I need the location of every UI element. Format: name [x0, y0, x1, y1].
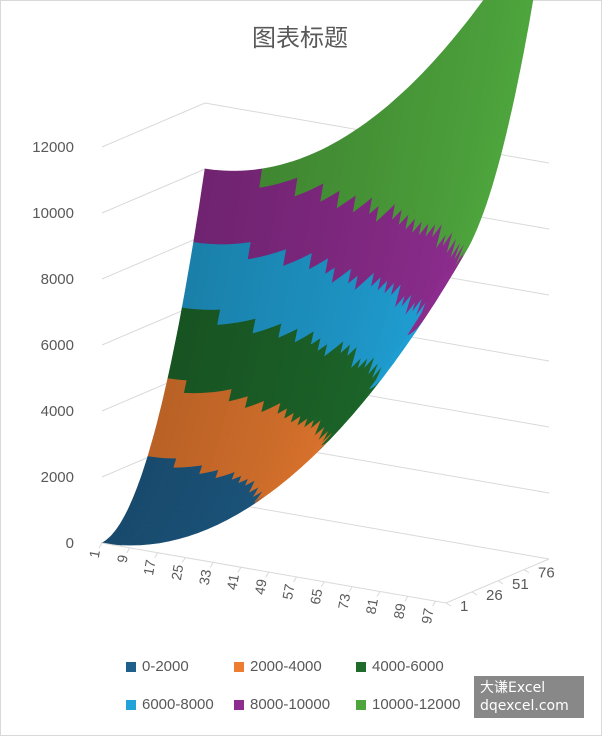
chart-title: 图表标题 — [252, 24, 348, 52]
depth-tick-mark — [497, 580, 504, 585]
legend-swatch — [234, 661, 244, 672]
x-tick-mark — [320, 581, 325, 588]
legend-label: 4000-6000 — [372, 658, 444, 675]
depth-tick-mark — [445, 602, 452, 607]
depth-tick-label: 1 — [460, 598, 468, 615]
x-tick-label: 57 — [279, 582, 297, 600]
x-tick-label: 1 — [86, 549, 103, 560]
x-tick-mark — [181, 557, 186, 563]
x-tick-label: 9 — [114, 553, 131, 564]
x-tick-mark — [293, 576, 298, 583]
watermark-line-1: 大谦Excel — [480, 680, 546, 696]
x-tick-label: 33 — [196, 568, 214, 586]
x-tick-mark — [237, 566, 242, 573]
legend-label: 6000-8000 — [142, 696, 214, 713]
legend-label: 10000-12000 — [372, 696, 461, 713]
legend-item-4000-6000: 4000-6000 — [356, 658, 444, 675]
x-tick-label: 73 — [335, 592, 353, 610]
depth-tick-mark — [471, 591, 478, 596]
x-tick-label: 17 — [140, 558, 158, 576]
legend-item-8000-10000: 8000-10000 — [234, 696, 330, 713]
legend-item-2000-4000: 2000-4000 — [234, 658, 322, 675]
legend-label: 2000-4000 — [250, 658, 322, 675]
legend-swatch — [126, 699, 136, 710]
legend-swatch — [234, 699, 244, 710]
x-tick-mark — [348, 586, 353, 592]
legend-item-0-2000: 0-2000 — [126, 658, 189, 675]
legend-label: 0-2000 — [142, 658, 189, 675]
x-tick-mark — [154, 552, 159, 558]
z-tick-label: 12000 — [32, 139, 74, 156]
legend-label: 8000-10000 — [250, 696, 331, 713]
x-tick-label: 41 — [223, 573, 241, 591]
legend-swatch — [356, 699, 366, 710]
depth-tick-label: 26 — [486, 587, 503, 604]
x-tick-mark — [432, 600, 437, 607]
z-tick-label: 2000 — [41, 469, 74, 486]
legend-item-10000-12000: 10000-12000 — [356, 696, 460, 713]
x-tick-mark — [265, 571, 270, 578]
surface-cell-band-10000-12000 — [511, 0, 514, 3]
x-tick-label: 97 — [418, 607, 436, 625]
depth-tick-label: 76 — [538, 565, 555, 582]
surface-plot — [101, 0, 534, 546]
depth-tick-label: 51 — [512, 576, 529, 593]
z-tick-label: 8000 — [41, 271, 74, 288]
depth-tick-mark — [523, 569, 530, 574]
legend-swatch — [356, 661, 366, 672]
x-tick-mark — [209, 562, 214, 568]
legend-swatch — [126, 661, 136, 672]
z-tick-label: 10000 — [32, 205, 74, 222]
z-tick-label: 0 — [66, 535, 74, 552]
x-tick-label: 65 — [307, 587, 325, 605]
x-tick-label: 89 — [390, 602, 408, 620]
x-tick-mark — [98, 542, 103, 549]
surface-cell-band-8000-10000 — [435, 270, 450, 291]
watermark-logo: 大谦Excel dqexcel.com — [474, 676, 584, 718]
legend-item-6000-8000: 6000-8000 — [126, 696, 214, 713]
x-tick-label: 25 — [168, 563, 186, 581]
watermark-line-2: dqexcel.com — [480, 698, 569, 714]
x-tick-mark — [376, 591, 381, 597]
z-tick-label: 6000 — [41, 337, 74, 354]
x-tick-mark — [126, 547, 131, 554]
x-tick-label: 81 — [362, 597, 380, 615]
x-tick-mark — [404, 596, 409, 602]
x-tick-label: 49 — [251, 578, 269, 596]
z-tick-label: 4000 — [41, 403, 74, 420]
